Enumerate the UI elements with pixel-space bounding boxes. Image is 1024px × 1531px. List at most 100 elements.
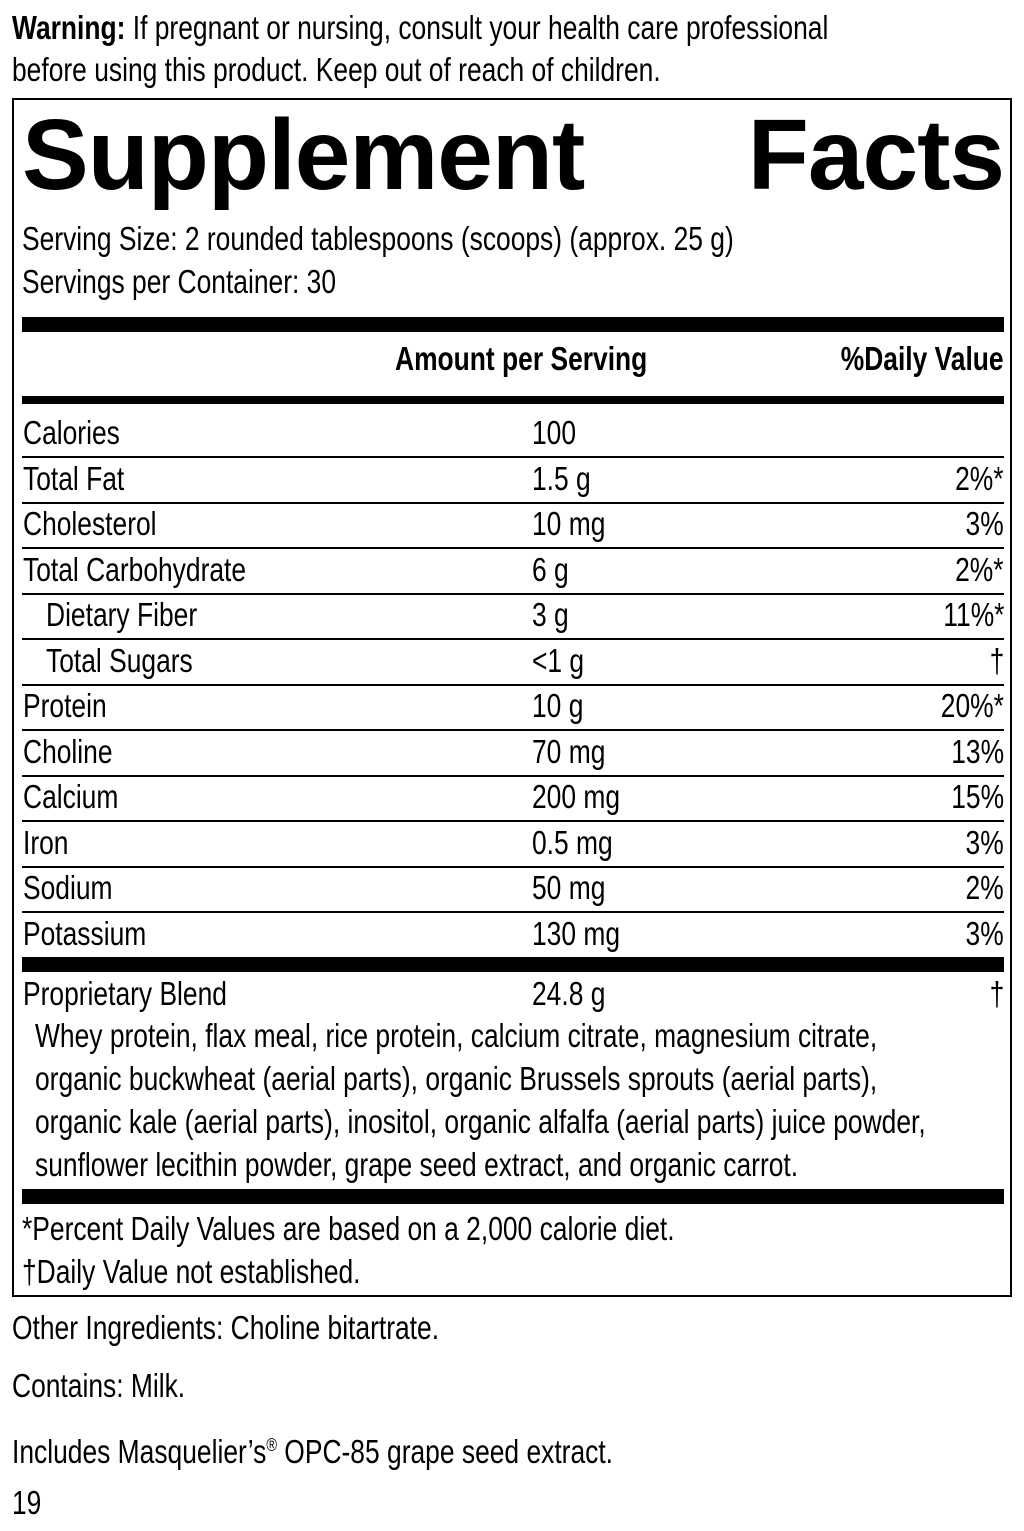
footnote: *Percent Daily Values are based on a 2,0…: [22, 1209, 838, 1249]
ingredient-text: organic kale (aerial parts), inositol, o…: [35, 1103, 926, 1140]
nutrient-row: Calories 100: [22, 411, 1004, 458]
nutrient-amount: 3 g: [532, 595, 578, 635]
header-amount: Amount per Serving: [395, 339, 710, 379]
warning-text-1: If pregnant or nursing, consult your hea…: [132, 9, 829, 46]
nutrient-row: Dietary Fiber 3 g 11%*: [22, 593, 1004, 640]
nutrient-dv: 2%*: [943, 459, 1004, 499]
other-ingredients-text: Other Ingredients: Choline bitartrate.: [12, 1309, 440, 1346]
divider-thick: [22, 957, 1004, 972]
nutrient-dv-text: 2%: [965, 869, 1004, 906]
footnote-text: †Daily Value not established.: [22, 1253, 361, 1290]
nutrient-amount: 0.5 mg: [532, 823, 633, 863]
nutrient-amount: 70 mg: [532, 732, 624, 772]
ingredient-text: Whey protein, flax meal, rice protein, c…: [35, 1017, 878, 1054]
serving-size-text: Serving Size: 2 rounded tablespoons (sco…: [22, 220, 734, 257]
servings-per-container: Servings per Container: 30: [22, 262, 415, 302]
blend-dv-text: †: [989, 975, 1004, 1012]
nutrient-name-text: Sodium: [23, 869, 113, 906]
warning: Warning: If pregnant or nursing, consult…: [12, 8, 1024, 48]
nutrient-amount-text: 50 mg: [532, 869, 606, 906]
warning-line-2: before using this product. Keep out of r…: [12, 50, 823, 90]
nutrient-row: Choline 70 mg 13%: [22, 730, 1004, 777]
nutrient-row: Total Fat 1.5 g 2%*: [22, 457, 1004, 504]
header-amount-text: Amount per Serving: [395, 340, 648, 377]
footnote: †Daily Value not established.: [22, 1252, 445, 1292]
registered-mark: ®: [266, 1435, 277, 1455]
nutrient-dv: 3%: [956, 504, 1004, 544]
blend-name: Proprietary Blend: [23, 974, 278, 1014]
nutrient-name: Total Fat: [23, 459, 150, 499]
nutrient-amount-text: 1.5 g: [532, 459, 591, 497]
blend-amount: 24.8 g: [532, 974, 624, 1014]
nutrient-row: Iron 0.5 mg 3%: [22, 821, 1004, 868]
other-ingredients: Other Ingredients: Choline bitartrate.: [12, 1308, 546, 1348]
warning-text-2: before using this product. Keep out of r…: [12, 51, 661, 88]
header-dv-text: %Daily Value: [841, 340, 1004, 377]
nutrient-row: Potassium 130 mg 3%: [22, 912, 1004, 957]
nutrient-amount-text: 6 g: [532, 550, 569, 588]
blend-ingredients-line: organic kale (aerial parts), inositol, o…: [35, 1102, 1024, 1142]
nutrient-dv: 15%: [938, 777, 1004, 817]
includes: Includes Masquelier’s® OPC-85 grape seed…: [12, 1425, 763, 1472]
nutrient-row: Calcium 200 mg 15%: [22, 775, 1004, 822]
nutrient-amount-text: 10 mg: [532, 505, 606, 542]
ingredient-text: organic buckwheat (aerial parts), organi…: [35, 1060, 878, 1097]
nutrient-amount-text: 70 mg: [532, 732, 606, 770]
nutrient-name: Total Carbohydrate: [23, 550, 302, 590]
nutrient-dv: 13%: [938, 732, 1004, 772]
ingredient-text: sunflower lecithin powder, grape seed ex…: [35, 1146, 799, 1183]
nutrient-dv-text: 15%: [951, 778, 1004, 815]
title-word-2: Facts: [747, 99, 1005, 211]
nutrient-amount: 130 mg: [532, 914, 642, 954]
nutrient-dv: 2%: [956, 868, 1004, 908]
footnote-text: *Percent Daily Values are based on a 2,0…: [22, 1210, 675, 1247]
nutrient-amount-text: 100: [532, 414, 577, 451]
includes-text-2: OPC-85 grape seed extract.: [276, 1433, 614, 1470]
nutrient-row: Protein 10 g 20%*: [22, 684, 1004, 731]
nutrient-row: Sodium 50 mg 2%: [22, 866, 1004, 913]
nutrient-dv-text: 11%*: [942, 596, 1004, 633]
nutrient-row: Total Carbohydrate 6 g 2%*: [22, 548, 1004, 595]
blend-ingredients-line: sunflower lecithin powder, grape seed ex…: [35, 1145, 989, 1185]
warning-label: Warning:: [12, 9, 126, 46]
nutrient-amount-text: <1 g: [532, 641, 585, 679]
includes-text: Includes Masquelier’s: [12, 1433, 267, 1470]
nutrient-amount: 50 mg: [532, 868, 624, 908]
blend-amount-text: 24.8 g: [532, 975, 606, 1012]
nutrient-row: Cholesterol 10 mg 3%: [22, 502, 1004, 549]
nutrient-amount-text: 3 g: [532, 596, 569, 633]
nutrient-dv: 3%: [956, 823, 1004, 863]
nutrient-name: Total Sugars: [46, 641, 229, 681]
blend-ingredients-line: organic buckwheat (aerial parts), organi…: [35, 1059, 1024, 1099]
header-dv: %Daily Value: [800, 339, 1004, 379]
nutrient-dv: 11%*: [928, 595, 1004, 635]
nutrient-name-text: Choline: [23, 732, 113, 770]
nutrient-amount: 10 mg: [532, 504, 624, 544]
nutrient-dv-text: 3%: [965, 505, 1004, 542]
page-number: 19: [12, 1483, 49, 1523]
nutrient-amount: 10 g: [532, 686, 596, 726]
nutrient-name: Protein: [23, 686, 128, 726]
panel-title: Supplement Facts: [22, 99, 1005, 211]
blend-name-text: Proprietary Blend: [23, 975, 227, 1012]
nutrient-amount: 1.5 g: [532, 459, 605, 499]
nutrient-name-text: Protein: [23, 687, 107, 724]
nutrient-amount: 100: [532, 413, 587, 453]
nutrient-dv: 3%: [956, 914, 1004, 954]
contains: Contains: Milk.: [12, 1366, 228, 1406]
blend-ingredients-line: Whey protein, flax meal, rice protein, c…: [35, 1016, 1024, 1056]
nutrient-name-text: Iron: [23, 823, 69, 861]
nutrient-name: Cholesterol: [23, 504, 190, 544]
nutrient-name: Sodium: [23, 868, 135, 908]
nutrient-name: Calcium: [23, 777, 142, 817]
divider-thick: [22, 317, 1004, 332]
blend-dv: †: [986, 974, 1004, 1014]
nutrient-amount-text: 0.5 mg: [532, 823, 613, 861]
nutrient-dv-text: 3%: [965, 914, 1004, 952]
nutrient-name: Calories: [23, 413, 144, 453]
nutrient-amount: 200 mg: [532, 777, 642, 817]
divider-thick: [22, 1189, 1004, 1204]
nutrient-name-text: Potassium: [23, 914, 147, 952]
nutrient-dv-text: 2%*: [955, 550, 1004, 588]
supplement-facts-panel: [12, 98, 1012, 1297]
